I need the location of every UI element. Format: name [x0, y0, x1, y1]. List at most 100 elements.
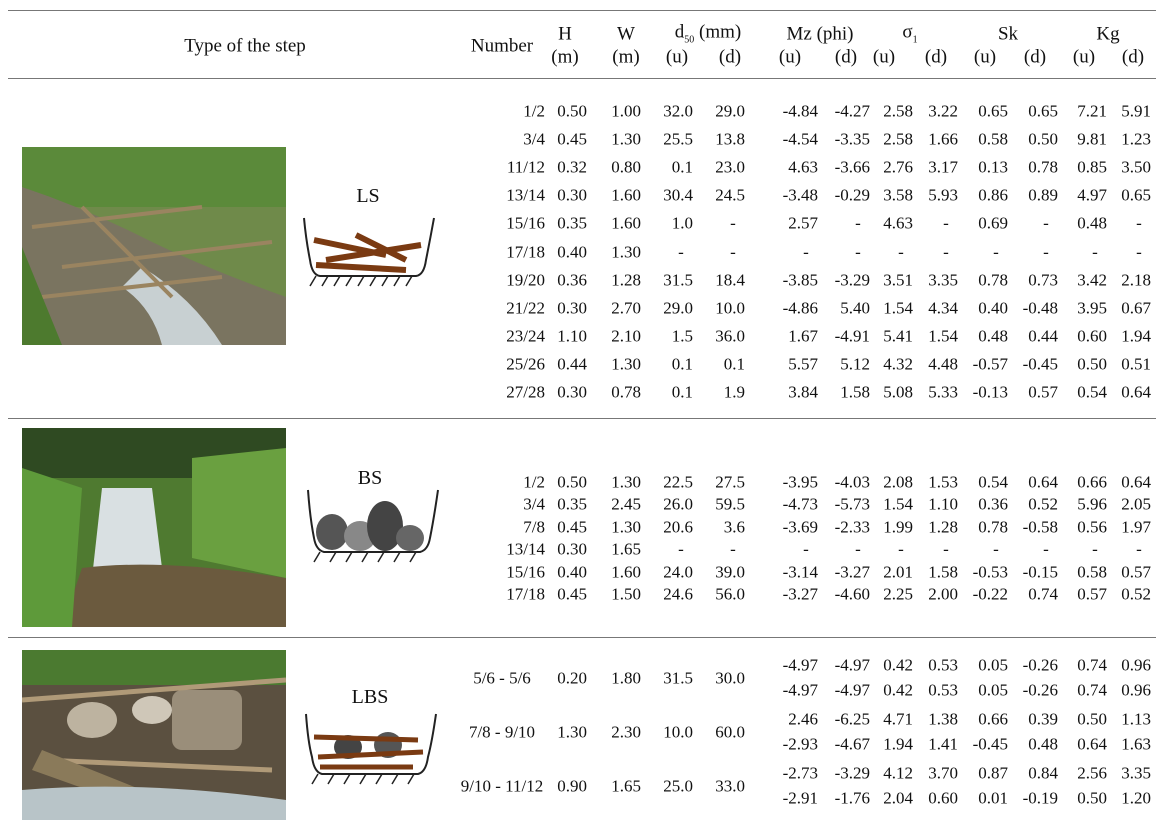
row-number: 1/2: [523, 101, 545, 121]
header-group-name: σ: [902, 21, 913, 43]
cell: -3.14: [782, 562, 818, 582]
cell: 26.0: [663, 494, 693, 514]
cell: 0.50: [557, 101, 587, 121]
cell: 25.0: [663, 776, 693, 795]
header-d: (d): [1023, 46, 1047, 68]
cell: 1.10: [557, 326, 587, 346]
cell: 0.50: [1077, 709, 1107, 729]
cell: -: [678, 539, 684, 559]
row-number: 9/10 - 11/12: [460, 776, 544, 795]
cell: -: [1043, 242, 1049, 261]
cell: 0.20: [557, 668, 587, 687]
row-number: 27/28: [506, 382, 545, 402]
cell: -0.58: [1022, 517, 1058, 537]
cell: 0.40: [557, 242, 587, 261]
cell: 2.45: [611, 494, 641, 514]
cell: 29.0: [663, 298, 693, 318]
row-number: 13/14: [506, 539, 545, 559]
top-rule: [8, 10, 1156, 11]
cell: 1.65: [611, 776, 641, 795]
header-type: Type of the step: [184, 35, 306, 57]
group-rule: [8, 637, 1156, 638]
cell: -: [730, 213, 736, 233]
cell: 2.05: [1121, 494, 1151, 514]
cell: 0.42: [883, 680, 913, 700]
cell: 1.30: [557, 722, 587, 741]
cell: 24.6: [663, 584, 693, 604]
cell: -0.26: [1022, 680, 1058, 700]
header-u: (u): [778, 46, 802, 68]
cell: 0.36: [557, 270, 587, 290]
cell: 1.30: [611, 129, 641, 149]
cell: 3.58: [883, 185, 913, 205]
cell: 5.08: [883, 382, 913, 402]
cell: 1.54: [883, 494, 913, 514]
cell: 0.66: [978, 709, 1008, 729]
cell: -4.84: [782, 101, 818, 121]
cell: -3.27: [782, 584, 818, 604]
cell: 18.4: [715, 270, 745, 290]
cell: 25.5: [663, 129, 693, 149]
cell: 0.36: [978, 494, 1008, 514]
header-rule: [8, 78, 1156, 79]
cell: 0.58: [1077, 562, 1107, 582]
cell: 0.64: [1028, 472, 1058, 492]
cell: 1.0: [671, 213, 693, 233]
cell: 5.40: [840, 298, 870, 318]
cell: 0.96: [1121, 680, 1151, 700]
cell: 0.65: [1121, 185, 1151, 205]
row-number: 13/14: [506, 185, 545, 205]
cell: -6.25: [834, 709, 870, 729]
cell: -4.03: [834, 472, 870, 492]
icon-ls: [303, 217, 435, 287]
cell: -: [943, 242, 949, 261]
cell: 0.05: [978, 680, 1008, 700]
cell: 1.30: [611, 354, 641, 374]
cell: 30.4: [663, 185, 693, 205]
cell: -2.73: [782, 763, 818, 783]
cell: 1.30: [611, 472, 641, 492]
cell: 1.30: [611, 242, 641, 261]
cell: 1.58: [840, 382, 870, 402]
cell: -: [1043, 539, 1049, 559]
cell: -3.35: [834, 129, 870, 149]
cell: 0.52: [1028, 494, 1058, 514]
cell: 1.58: [928, 562, 958, 582]
cell: 2.56: [1077, 763, 1107, 783]
cell: 0.58: [978, 129, 1008, 149]
cell: 5.93: [928, 185, 958, 205]
cell: -3.66: [834, 157, 870, 177]
cell: 2.30: [611, 722, 641, 741]
cell: 0.53: [928, 680, 958, 700]
cell: -4.86: [782, 298, 818, 318]
step-type-label: LBS: [351, 686, 389, 708]
cell: 0.78: [978, 517, 1008, 537]
cell: 0.67: [1121, 298, 1151, 318]
cell: 5.12: [840, 354, 870, 374]
cell: 1.30: [611, 517, 641, 537]
icon-bs: [307, 489, 439, 563]
cell: 0.50: [1028, 129, 1058, 149]
cell: -: [678, 242, 684, 261]
cell: 2.58: [883, 101, 913, 121]
cell: 24.5: [715, 185, 745, 205]
cell: 0.66: [1077, 472, 1107, 492]
cell: -3.27: [834, 562, 870, 582]
cell: 2.46: [788, 709, 818, 729]
cell: 1.5: [671, 326, 693, 346]
cell: 39.0: [715, 562, 745, 582]
step-type-label: BS: [357, 467, 383, 489]
cell: 2.57: [788, 213, 818, 233]
cell: 33.0: [715, 776, 745, 795]
cell: 31.5: [663, 270, 693, 290]
cell: 7.21: [1077, 101, 1107, 121]
photo-ls: [22, 147, 286, 345]
cell: 0.35: [557, 213, 587, 233]
step-type-label: LS: [356, 185, 380, 207]
cell: 1.50: [611, 584, 641, 604]
cell: 1.80: [611, 668, 641, 687]
cell: 23.0: [715, 157, 745, 177]
cell: -4.97: [834, 655, 870, 675]
cell: 0.78: [611, 382, 641, 402]
cell: 0.42: [883, 655, 913, 675]
